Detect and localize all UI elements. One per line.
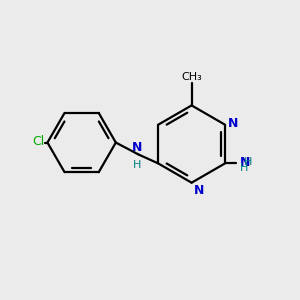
Text: N: N [240, 156, 250, 169]
Text: N: N [194, 184, 204, 197]
Text: N: N [132, 141, 142, 154]
Text: H: H [133, 160, 141, 170]
Text: N: N [227, 117, 238, 130]
Text: H: H [240, 163, 248, 173]
Text: Cl: Cl [32, 136, 44, 148]
Text: CH₃: CH₃ [181, 72, 202, 82]
Text: H: H [244, 157, 252, 167]
